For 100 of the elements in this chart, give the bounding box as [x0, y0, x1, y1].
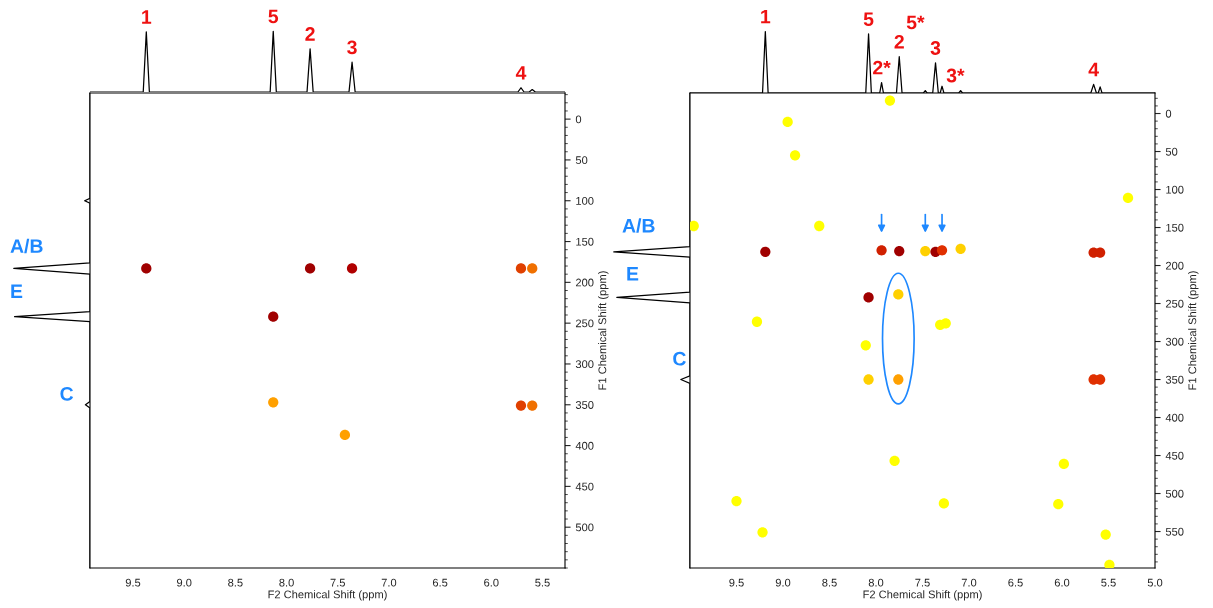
point — [876, 245, 887, 256]
point — [1053, 499, 1064, 510]
annotation: C — [673, 351, 686, 366]
x-tick-label: 7.5 — [915, 578, 930, 587]
point — [346, 263, 358, 274]
x-tick-label: 5.0 — [1147, 578, 1163, 587]
point — [955, 243, 966, 254]
point — [731, 495, 742, 507]
x-tick-label: 5.5 — [1101, 578, 1116, 587]
y-axis-title: F1 Chemical Shift (ppm) — [1188, 271, 1199, 390]
x-tick-label: 6.0 — [1054, 578, 1070, 587]
x-tick-label: 7.0 — [961, 578, 977, 587]
point — [889, 455, 900, 466]
point — [1122, 192, 1134, 204]
y-tick-label: 300 — [1165, 337, 1184, 346]
annotation: 3 — [347, 40, 357, 55]
x-tick-label: 6.5 — [432, 578, 448, 587]
annotation: A/B — [10, 238, 43, 254]
y-tick-label: 300 — [575, 360, 594, 369]
point — [268, 311, 279, 322]
y-tick-label: 200 — [575, 278, 594, 287]
annotation: 2 — [894, 34, 904, 49]
point — [757, 527, 768, 538]
annotation: 4 — [515, 66, 527, 80]
x-tick-label: 8.0 — [868, 578, 884, 587]
x-tick-label: 9.5 — [125, 578, 141, 587]
x-tick-label: 6.5 — [1008, 578, 1023, 587]
y-tick-label: 200 — [1165, 261, 1184, 270]
annotation: 5* — [906, 15, 925, 30]
point — [863, 292, 874, 303]
y-tick-label: 0 — [575, 115, 582, 124]
y-tick-label: 500 — [575, 523, 594, 532]
annotation: E — [627, 267, 639, 281]
point — [1058, 458, 1070, 470]
x-tick-label: 8.5 — [228, 578, 243, 587]
point — [751, 316, 763, 327]
y-tick-label: 350 — [1165, 375, 1184, 384]
y-tick-label: 150 — [576, 237, 594, 246]
y-tick-label: 450 — [1165, 451, 1184, 460]
x-tick-label: 8.5 — [822, 578, 837, 587]
annotation: 5 — [268, 9, 279, 24]
annotation: 5 — [863, 12, 874, 26]
point — [304, 263, 316, 274]
x-tick-label: 7.0 — [381, 578, 397, 587]
point — [863, 374, 874, 385]
point — [789, 150, 801, 161]
y-tick-label: 100 — [1166, 185, 1184, 194]
y-tick-label: 50 — [1165, 147, 1178, 156]
annotation: C — [60, 386, 74, 401]
point — [515, 263, 527, 274]
point — [894, 245, 905, 257]
y-tick-label: 250 — [575, 319, 594, 328]
point — [760, 246, 771, 257]
x-tick-label: 9.5 — [729, 578, 744, 587]
y-tick-label: 500 — [1165, 489, 1184, 498]
point — [141, 263, 152, 274]
point — [860, 340, 871, 351]
annotation: A/B — [622, 218, 655, 233]
y-tick-label: 400 — [575, 441, 594, 450]
annotation: 3* — [946, 68, 965, 83]
annotation: 2 — [305, 27, 315, 41]
annotation: E — [11, 284, 23, 298]
x-axis-title: F2 Chemical Shift (ppm) — [268, 590, 387, 601]
point — [1104, 559, 1115, 568]
annotation: 4 — [1088, 62, 1099, 77]
y-tick-label: 50 — [575, 156, 588, 165]
point — [527, 400, 538, 411]
point — [893, 374, 904, 385]
y-axis-title: F1 Chemical Shift (ppm) — [598, 271, 609, 390]
point — [690, 220, 699, 232]
point — [268, 397, 279, 408]
annotation: 1 — [761, 9, 771, 24]
y-tick-label: 550 — [1165, 527, 1184, 536]
annotation: 3 — [930, 41, 941, 55]
point — [936, 245, 948, 256]
x-tick-label: 6.0 — [484, 578, 499, 587]
x-tick-label: 5.5 — [535, 578, 550, 587]
y-tick-label: 250 — [1165, 299, 1184, 308]
point — [814, 220, 825, 232]
x-tick-label: 9.0 — [176, 578, 192, 587]
point — [527, 263, 538, 274]
point — [893, 289, 904, 300]
point — [884, 95, 896, 106]
point — [782, 116, 793, 128]
y-tick-label: 100 — [576, 197, 594, 205]
x-tick-label: 7.5 — [330, 578, 345, 587]
x-tick-label: 9.0 — [775, 578, 791, 587]
point — [920, 245, 931, 257]
point — [1100, 529, 1111, 540]
point — [339, 429, 351, 441]
annotation: 2* — [873, 60, 891, 75]
x-axis-title: F2 Chemical Shift (ppm) — [863, 590, 982, 601]
point — [515, 400, 527, 411]
y-tick-label: 400 — [1165, 413, 1184, 422]
x-tick-label: 8.0 — [279, 578, 294, 587]
y-tick-label: 150 — [1166, 223, 1184, 232]
point — [938, 498, 950, 509]
y-tick-label: 0 — [1165, 109, 1172, 118]
annotation: 1 — [142, 10, 152, 24]
y-tick-label: 350 — [575, 401, 594, 409]
